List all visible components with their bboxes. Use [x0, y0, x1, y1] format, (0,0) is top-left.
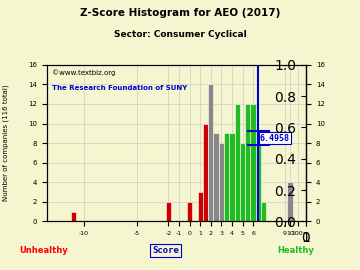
Bar	[240, 143, 245, 221]
Bar	[261, 202, 266, 221]
Bar	[256, 143, 261, 221]
Text: Sector: Consumer Cyclical: Sector: Consumer Cyclical	[114, 30, 246, 39]
Bar	[245, 104, 251, 221]
Bar	[213, 133, 219, 221]
Bar	[219, 143, 224, 221]
Bar	[251, 104, 256, 221]
Bar	[229, 133, 235, 221]
Bar	[208, 84, 213, 221]
Text: Z-Score Histogram for AEO (2017): Z-Score Histogram for AEO (2017)	[80, 8, 280, 18]
Text: ©www.textbiz.org: ©www.textbiz.org	[52, 69, 115, 76]
Bar	[166, 202, 171, 221]
Bar	[235, 104, 240, 221]
Bar	[198, 192, 203, 221]
Text: Healthy: Healthy	[277, 246, 314, 255]
Bar	[224, 133, 229, 221]
Bar	[203, 124, 208, 221]
Text: The Research Foundation of SUNY: The Research Foundation of SUNY	[52, 85, 187, 91]
Bar	[187, 202, 192, 221]
Text: Unhealthy: Unhealthy	[19, 246, 68, 255]
Text: 6.4958: 6.4958	[260, 134, 290, 143]
Text: Score: Score	[152, 246, 179, 255]
Bar	[71, 212, 76, 221]
Bar	[288, 182, 293, 221]
Text: Number of companies (116 total): Number of companies (116 total)	[2, 85, 9, 201]
